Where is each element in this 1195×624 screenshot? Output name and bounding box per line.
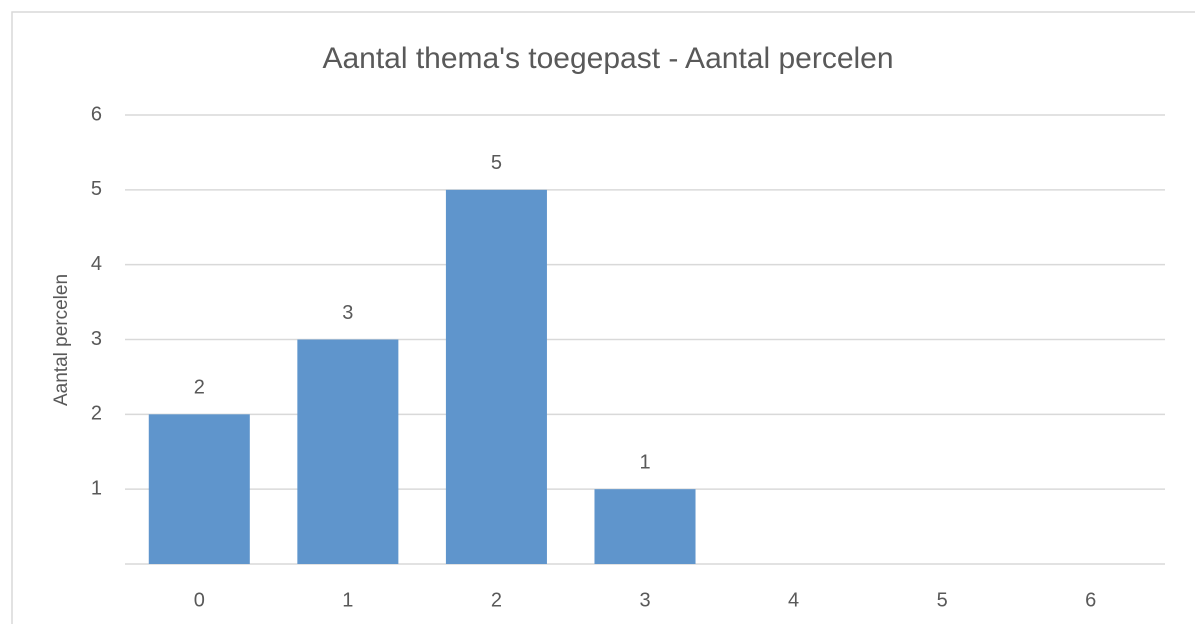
- data-label: 2: [194, 377, 205, 399]
- bar: [594, 489, 696, 564]
- data-label: 5: [491, 152, 502, 174]
- bar: [297, 339, 399, 564]
- data-label: 1: [639, 451, 650, 473]
- x-tick-label: 4: [788, 589, 799, 611]
- y-tick-label: 6: [91, 103, 102, 125]
- x-tick-label: 2: [491, 589, 502, 611]
- bar: [445, 189, 547, 565]
- y-tick-label: 1: [91, 477, 102, 499]
- chart-title: Aantal thema's toegepast - Aantal percel…: [322, 42, 893, 75]
- y-tick-label: 4: [91, 253, 102, 275]
- y-tick-label: 5: [91, 178, 102, 200]
- y-axis-label: Aantal percelen: [51, 274, 72, 406]
- x-tick-label: 0: [194, 589, 205, 611]
- bar: [148, 414, 250, 564]
- x-tick-label: 5: [937, 589, 948, 611]
- x-tick-label: 1: [342, 589, 353, 611]
- y-tick-label: 2: [91, 403, 102, 425]
- y-tick-label: 3: [91, 328, 102, 350]
- data-label: 3: [342, 302, 353, 324]
- x-tick-label: 3: [639, 589, 650, 611]
- x-tick-label: 6: [1085, 589, 1096, 611]
